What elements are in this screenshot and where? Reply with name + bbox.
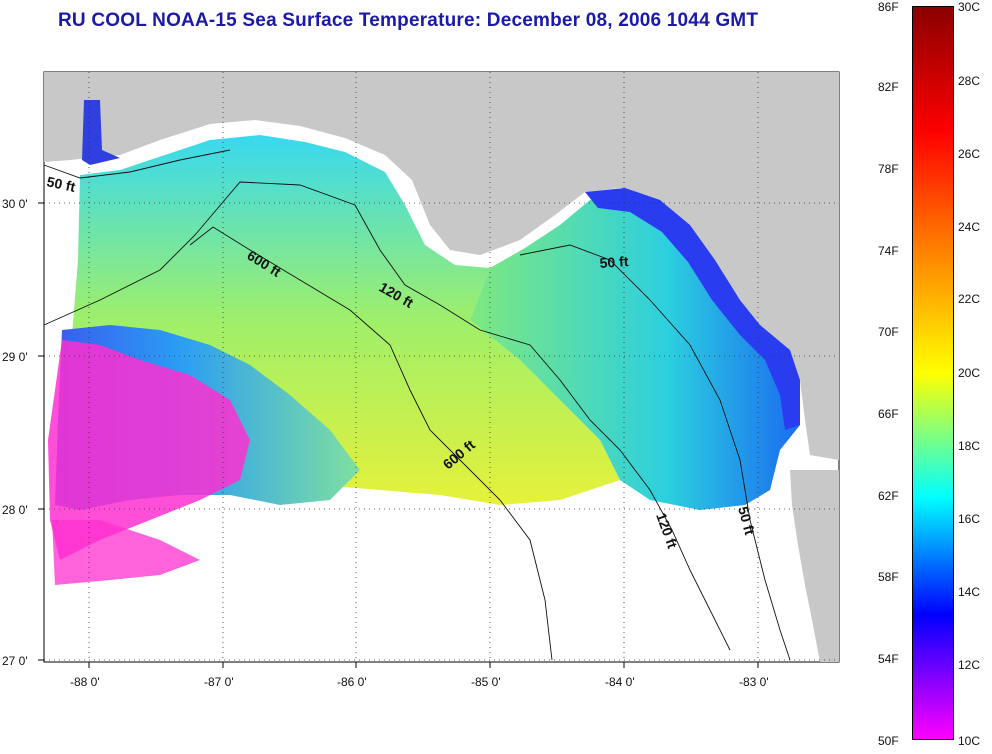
contour-label-1: 50 ft [45, 173, 77, 195]
celsius-label: 16C [958, 512, 981, 526]
celsius-label: 18C [958, 439, 981, 453]
contour-label-4: 50 ft [599, 253, 629, 271]
celsius-label: 12C [958, 658, 981, 672]
fahrenheit-label: 82F [878, 80, 899, 94]
land-peninsula [790, 470, 839, 662]
isobath-50ft-east [519, 244, 791, 661]
celsius-label: 28C [958, 74, 981, 88]
fahrenheit-label: 86F [878, 0, 899, 14]
celsius-label: 20C [958, 366, 981, 380]
fahrenheit-label: 58F [878, 570, 899, 584]
sst-coastal-cold-east [585, 188, 800, 430]
sst-map: 50 ft 600 ft 120 ft 50 ft 600 ft 120 ft … [2, 71, 840, 689]
celsius-label: 24C [958, 220, 981, 234]
isobath-600ft [189, 226, 553, 661]
lat-tick-label: 28 0' [2, 503, 28, 517]
fahrenheit-label: 78F [878, 162, 899, 176]
lon-tick-label: -85 0' [471, 675, 501, 689]
fahrenheit-label: 54F [878, 652, 899, 666]
graticule [44, 72, 839, 662]
celsius-label: 10C [958, 734, 981, 748]
isobaths [43, 149, 791, 661]
axis-ticks [38, 202, 759, 668]
map-title: RU COOL NOAA-15 Sea Surface Temperature:… [58, 10, 759, 31]
fahrenheit-label: 66F [878, 407, 899, 421]
lon-tick-label: -83 0' [739, 675, 769, 689]
lon-tick-label: -84 0' [605, 675, 635, 689]
sst-coastal-cold-west [82, 100, 120, 165]
lon-tick-label: -87 0' [204, 675, 234, 689]
fahrenheit-label: 70F [878, 325, 899, 339]
contour-label-7: 50 ft [735, 505, 758, 537]
sst-cold-west [48, 340, 250, 560]
lon-tick-label: -88 0' [70, 675, 100, 689]
land-panhandle [44, 72, 839, 460]
fahrenheit-label: 50F [878, 734, 899, 748]
lon-tick-label: -86 0' [337, 675, 367, 689]
celsius-label: 26C [958, 147, 981, 161]
fahrenheit-label: 74F [878, 244, 899, 258]
isobath-120ft [43, 181, 731, 651]
celsius-label: 30C [958, 0, 981, 14]
lat-tick-label: 30 0' [2, 197, 28, 211]
isobath-50ft-west [43, 149, 231, 179]
lat-tick-label: 27 0' [2, 654, 28, 668]
temperature-colorbar [912, 6, 954, 740]
sst-cold-south [52, 520, 200, 585]
fahrenheit-label: 62F [878, 489, 899, 503]
celsius-label: 22C [958, 292, 981, 306]
lat-tick-label: 29 0' [2, 350, 28, 364]
celsius-label: 14C [958, 585, 981, 599]
